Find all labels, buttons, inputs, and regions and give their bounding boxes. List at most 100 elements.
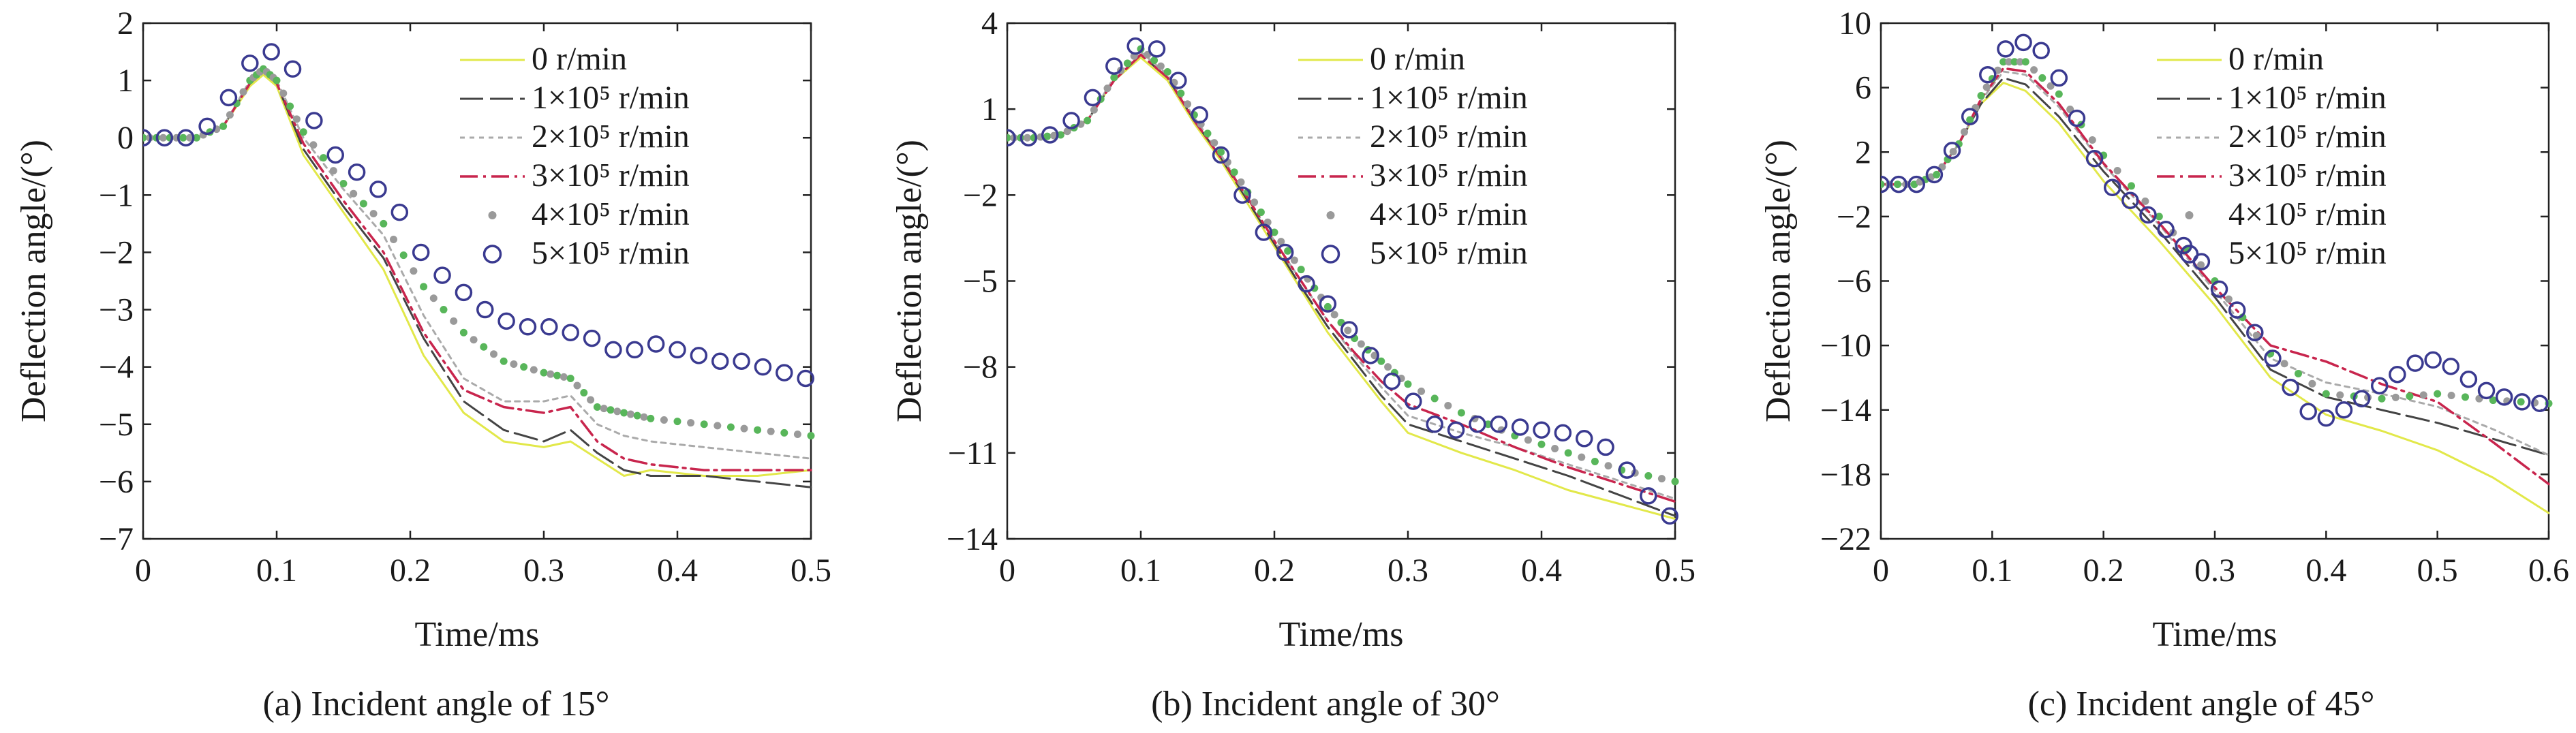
data-point [1484,420,1492,428]
data-point [326,146,344,164]
data-point [2317,409,2335,427]
data-point [1212,146,1230,164]
data-point [1537,440,1546,448]
x-tick-label: 0.2 [2083,552,2124,589]
plot-frame [142,22,812,540]
data-point [1961,108,1979,125]
series-1-10-r-min [1007,53,1676,517]
data-point [626,341,644,359]
data-point [573,381,581,390]
series-5-10-r-min [1881,33,2549,427]
data-point [2016,58,2024,66]
data-point [450,317,458,325]
y-axis-title: Deflection angle/(°) [890,140,929,422]
data-point [179,134,187,142]
data-point [1126,37,1144,55]
x-tick-label: 0.4 [2305,552,2346,589]
data-point [1063,127,1071,136]
data-point [390,236,397,244]
data-point [2517,398,2525,406]
data-point [299,128,307,136]
data-point [2088,136,2096,144]
data-point [1999,58,2008,66]
x-tick-label: 0.3 [2194,552,2235,589]
data-point [1925,166,1944,184]
data-point [2531,394,2549,413]
data-point [1644,471,1653,480]
data-point [2246,324,2264,341]
y-tick-label: −6 [1837,264,1871,300]
legend-label: 1×10⁵ r/min [1370,80,1528,116]
data-point [754,426,762,434]
data-point [711,352,729,371]
data-point [1150,57,1159,65]
data-point [1298,275,1315,293]
y-tick-label: 4 [981,5,998,42]
data-point [2335,401,2353,419]
series-3-10-r-min [1007,53,1676,503]
data-point [2280,360,2288,368]
data-point [1370,352,1379,360]
data-point [1255,223,1273,241]
panel-caption: (a) Incident angle of 15° [263,685,610,723]
data-point [305,112,323,129]
data-point [198,117,216,136]
data-point [2513,393,2531,411]
data-point [1907,175,1926,193]
y-tick-label: −2 [963,177,998,213]
data-point [480,343,488,351]
x-tick-label: 0.3 [523,552,564,589]
data-point [647,335,665,353]
series-0-r-min [143,74,812,477]
data-point [219,122,228,130]
data-point [2434,390,2442,398]
data-point [566,374,574,382]
data-point [1949,148,1957,156]
data-point [1640,487,1657,505]
y-tick-label: −14 [1820,392,1871,428]
data-point [490,350,497,358]
legend-marker [1321,245,1340,264]
legend-label: 3×10⁵ r/min [2228,157,2387,193]
legend-label: 3×10⁵ r/min [532,157,690,193]
data-point [1043,132,1052,140]
legend-marker [2185,211,2194,219]
chart-panel-a: 0 0.1 0.2 0.3 0.4 0.5 −7 −6 −5 −4 −3 −2 −1 0 1 2 Time/ms… [14,5,831,723]
y-tick-label: −22 [1820,521,1871,557]
data-point [286,102,294,110]
data-point [359,200,367,208]
data-point [613,407,622,416]
y-tick-label: −6 [99,464,134,500]
data-point [1524,436,1532,444]
data-point [1961,128,1968,136]
data-point [1357,340,1365,348]
data-point [1217,148,1225,156]
data-point [1404,380,1412,388]
data-point [2299,403,2317,420]
data-point [1105,57,1123,75]
data-point [1444,401,1452,409]
data-point [476,300,494,319]
data-point [740,424,748,433]
data-point [1344,326,1352,334]
data-point [733,352,750,371]
data-point [399,251,408,260]
legend-swatch [488,211,497,219]
x-tick-label: 0.3 [1387,552,1428,589]
series-group [1881,33,2553,514]
data-point [2370,377,2389,395]
data-point [459,328,467,337]
data-point [279,89,288,97]
data-point [1257,208,1265,217]
y-tick-label: −18 [1820,456,1871,493]
data-point [1019,129,1038,146]
data-point [226,111,234,119]
x-tick-label: 0.5 [791,552,831,589]
data-point [369,210,378,218]
x-tick-label: 0.5 [1655,552,1696,589]
legend-label: 2×10⁵ r/min [1370,119,1528,155]
data-point [1977,91,1985,99]
data-point [640,413,648,421]
